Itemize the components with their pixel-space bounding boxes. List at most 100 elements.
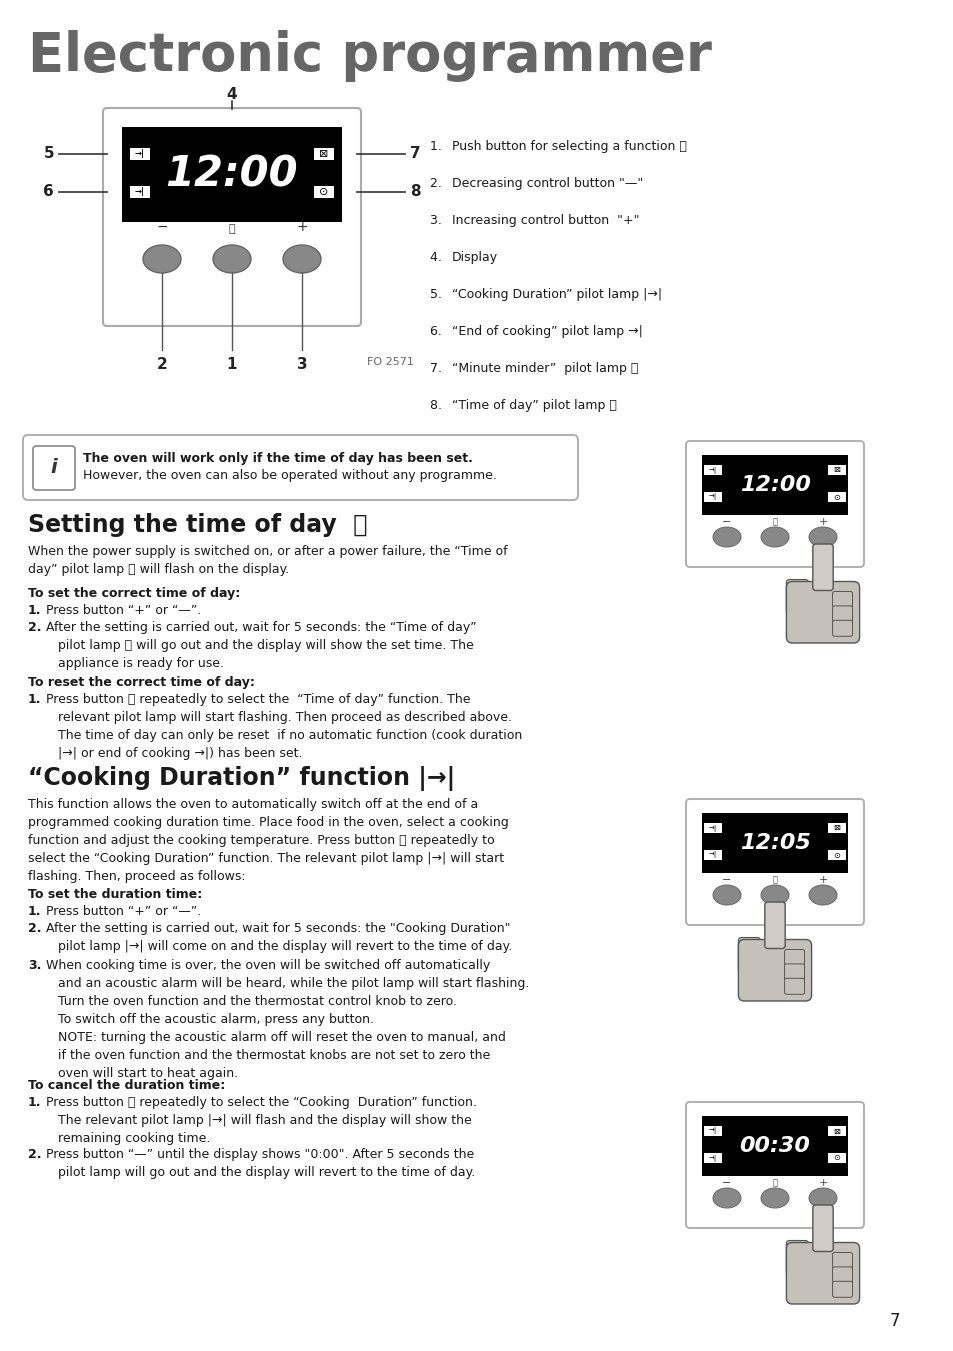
- Text: 3.: 3.: [28, 959, 41, 971]
- Text: “Cooking Duration” function |→|: “Cooking Duration” function |→|: [28, 766, 455, 790]
- Text: 3.: 3.: [430, 213, 448, 227]
- Text: To cancel the duration time:: To cancel the duration time:: [28, 1079, 225, 1092]
- Text: To reset the correct time of day:: To reset the correct time of day:: [28, 676, 254, 689]
- Text: 5: 5: [43, 146, 54, 161]
- Text: “Time of day” pilot lamp ⌚: “Time of day” pilot lamp ⌚: [452, 399, 617, 412]
- Text: ⊙: ⊙: [319, 186, 329, 197]
- Bar: [130, 147, 150, 159]
- FancyBboxPatch shape: [23, 435, 578, 500]
- FancyBboxPatch shape: [832, 592, 852, 608]
- Text: 6.: 6.: [430, 326, 448, 338]
- FancyBboxPatch shape: [785, 1240, 808, 1275]
- Text: 4.: 4.: [430, 251, 448, 263]
- Text: +: +: [818, 517, 827, 527]
- Text: −: −: [721, 517, 731, 527]
- Text: Decreasing control button "—": Decreasing control button "—": [452, 177, 642, 190]
- Ellipse shape: [808, 885, 836, 905]
- FancyBboxPatch shape: [785, 1243, 859, 1304]
- Bar: [130, 185, 150, 197]
- Text: −: −: [721, 875, 731, 885]
- Ellipse shape: [760, 527, 788, 547]
- Text: ⊠: ⊠: [833, 466, 840, 474]
- Text: 00:30: 00:30: [739, 1136, 810, 1156]
- Text: When cooking time is over, the oven will be switched off automatically
   and an: When cooking time is over, the oven will…: [46, 959, 529, 1079]
- FancyBboxPatch shape: [812, 544, 832, 590]
- Text: 2.: 2.: [28, 621, 42, 634]
- Text: “End of cooking” pilot lamp →|: “End of cooking” pilot lamp →|: [452, 326, 642, 338]
- Text: 1.: 1.: [28, 693, 42, 707]
- Text: 2: 2: [156, 357, 167, 372]
- Bar: [827, 1125, 845, 1136]
- Text: −: −: [721, 1178, 731, 1188]
- Text: When the power supply is switched on, or after a power failure, the “Time of
day: When the power supply is switched on, or…: [28, 544, 507, 576]
- Text: ⓡ: ⓡ: [229, 224, 235, 234]
- FancyBboxPatch shape: [832, 605, 852, 621]
- Ellipse shape: [712, 527, 740, 547]
- Text: ⊠: ⊠: [319, 149, 329, 158]
- Bar: [703, 492, 721, 503]
- Text: Display: Display: [452, 251, 497, 263]
- Text: 2.: 2.: [28, 1148, 42, 1161]
- Text: 5.: 5.: [430, 288, 448, 301]
- Ellipse shape: [143, 245, 181, 273]
- Text: To set the correct time of day:: To set the correct time of day:: [28, 586, 240, 600]
- FancyBboxPatch shape: [832, 1281, 852, 1297]
- Text: +: +: [818, 1178, 827, 1188]
- Text: 12:00: 12:00: [739, 476, 810, 494]
- Text: 8.: 8.: [430, 399, 448, 412]
- Text: 1.: 1.: [28, 905, 42, 917]
- Text: Press button ⓡ repeatedly to select the “Cooking  Duration” function.
   The rel: Press button ⓡ repeatedly to select the …: [46, 1096, 476, 1146]
- FancyBboxPatch shape: [103, 108, 360, 326]
- Ellipse shape: [760, 1188, 788, 1208]
- Text: 2.: 2.: [430, 177, 448, 190]
- Text: ⓡ: ⓡ: [772, 1178, 777, 1188]
- Text: After the setting is carried out, wait for 5 seconds: the "Cooking Duration"
   : After the setting is carried out, wait f…: [46, 921, 512, 952]
- Text: Press button ⓡ repeatedly to select the  “Time of day” function. The
   relevant: Press button ⓡ repeatedly to select the …: [46, 693, 521, 761]
- Bar: [827, 465, 845, 476]
- Text: This function allows the oven to automatically switch off at the end of a
progra: This function allows the oven to automat…: [28, 798, 508, 884]
- FancyBboxPatch shape: [685, 1102, 863, 1228]
- Text: ⓡ: ⓡ: [772, 517, 777, 527]
- Ellipse shape: [760, 885, 788, 905]
- FancyBboxPatch shape: [738, 939, 811, 1001]
- Ellipse shape: [712, 1188, 740, 1208]
- Text: ⊙: ⊙: [833, 1154, 840, 1162]
- Text: ⊙: ⊙: [833, 493, 840, 501]
- FancyBboxPatch shape: [685, 798, 863, 925]
- Text: →|: →|: [135, 149, 145, 158]
- Text: Press button “+” or “—”.: Press button “+” or “—”.: [46, 604, 201, 617]
- Text: Increasing control button  "+": Increasing control button "+": [452, 213, 639, 227]
- Text: “Minute minder”  pilot lamp ⧖: “Minute minder” pilot lamp ⧖: [452, 362, 638, 376]
- FancyBboxPatch shape: [33, 446, 75, 490]
- Text: Electronic programmer: Electronic programmer: [28, 30, 711, 82]
- Bar: [314, 185, 334, 197]
- Text: 6: 6: [43, 184, 54, 199]
- FancyBboxPatch shape: [832, 1252, 852, 1269]
- Text: →|: →|: [708, 1155, 717, 1162]
- FancyBboxPatch shape: [832, 620, 852, 636]
- Bar: [314, 147, 334, 159]
- Bar: [827, 1152, 845, 1163]
- Text: “Cooking Duration” pilot lamp |→|: “Cooking Duration” pilot lamp |→|: [452, 288, 661, 301]
- Text: 3: 3: [296, 357, 307, 372]
- FancyBboxPatch shape: [783, 950, 803, 966]
- Bar: [703, 850, 721, 861]
- Text: After the setting is carried out, wait for 5 seconds: the “Time of day”
   pilot: After the setting is carried out, wait f…: [46, 621, 476, 670]
- FancyBboxPatch shape: [738, 938, 760, 973]
- Text: 7: 7: [410, 146, 420, 161]
- Ellipse shape: [213, 245, 251, 273]
- FancyBboxPatch shape: [783, 978, 803, 994]
- FancyBboxPatch shape: [764, 902, 784, 948]
- Text: ⓡ: ⓡ: [772, 875, 777, 885]
- Text: Press button “—” until the display shows "0:00". After 5 seconds the
   pilot la: Press button “—” until the display shows…: [46, 1148, 475, 1179]
- Text: →|: →|: [708, 851, 717, 858]
- Text: −: −: [156, 220, 168, 234]
- Text: ⊠: ⊠: [833, 1127, 840, 1135]
- Text: 1: 1: [227, 357, 237, 372]
- Text: +: +: [818, 875, 827, 885]
- Bar: [703, 1125, 721, 1136]
- Text: →|: →|: [708, 466, 717, 473]
- Text: 1.: 1.: [28, 1096, 42, 1109]
- Text: 12:00: 12:00: [166, 154, 298, 196]
- Text: FO 2571: FO 2571: [367, 357, 414, 367]
